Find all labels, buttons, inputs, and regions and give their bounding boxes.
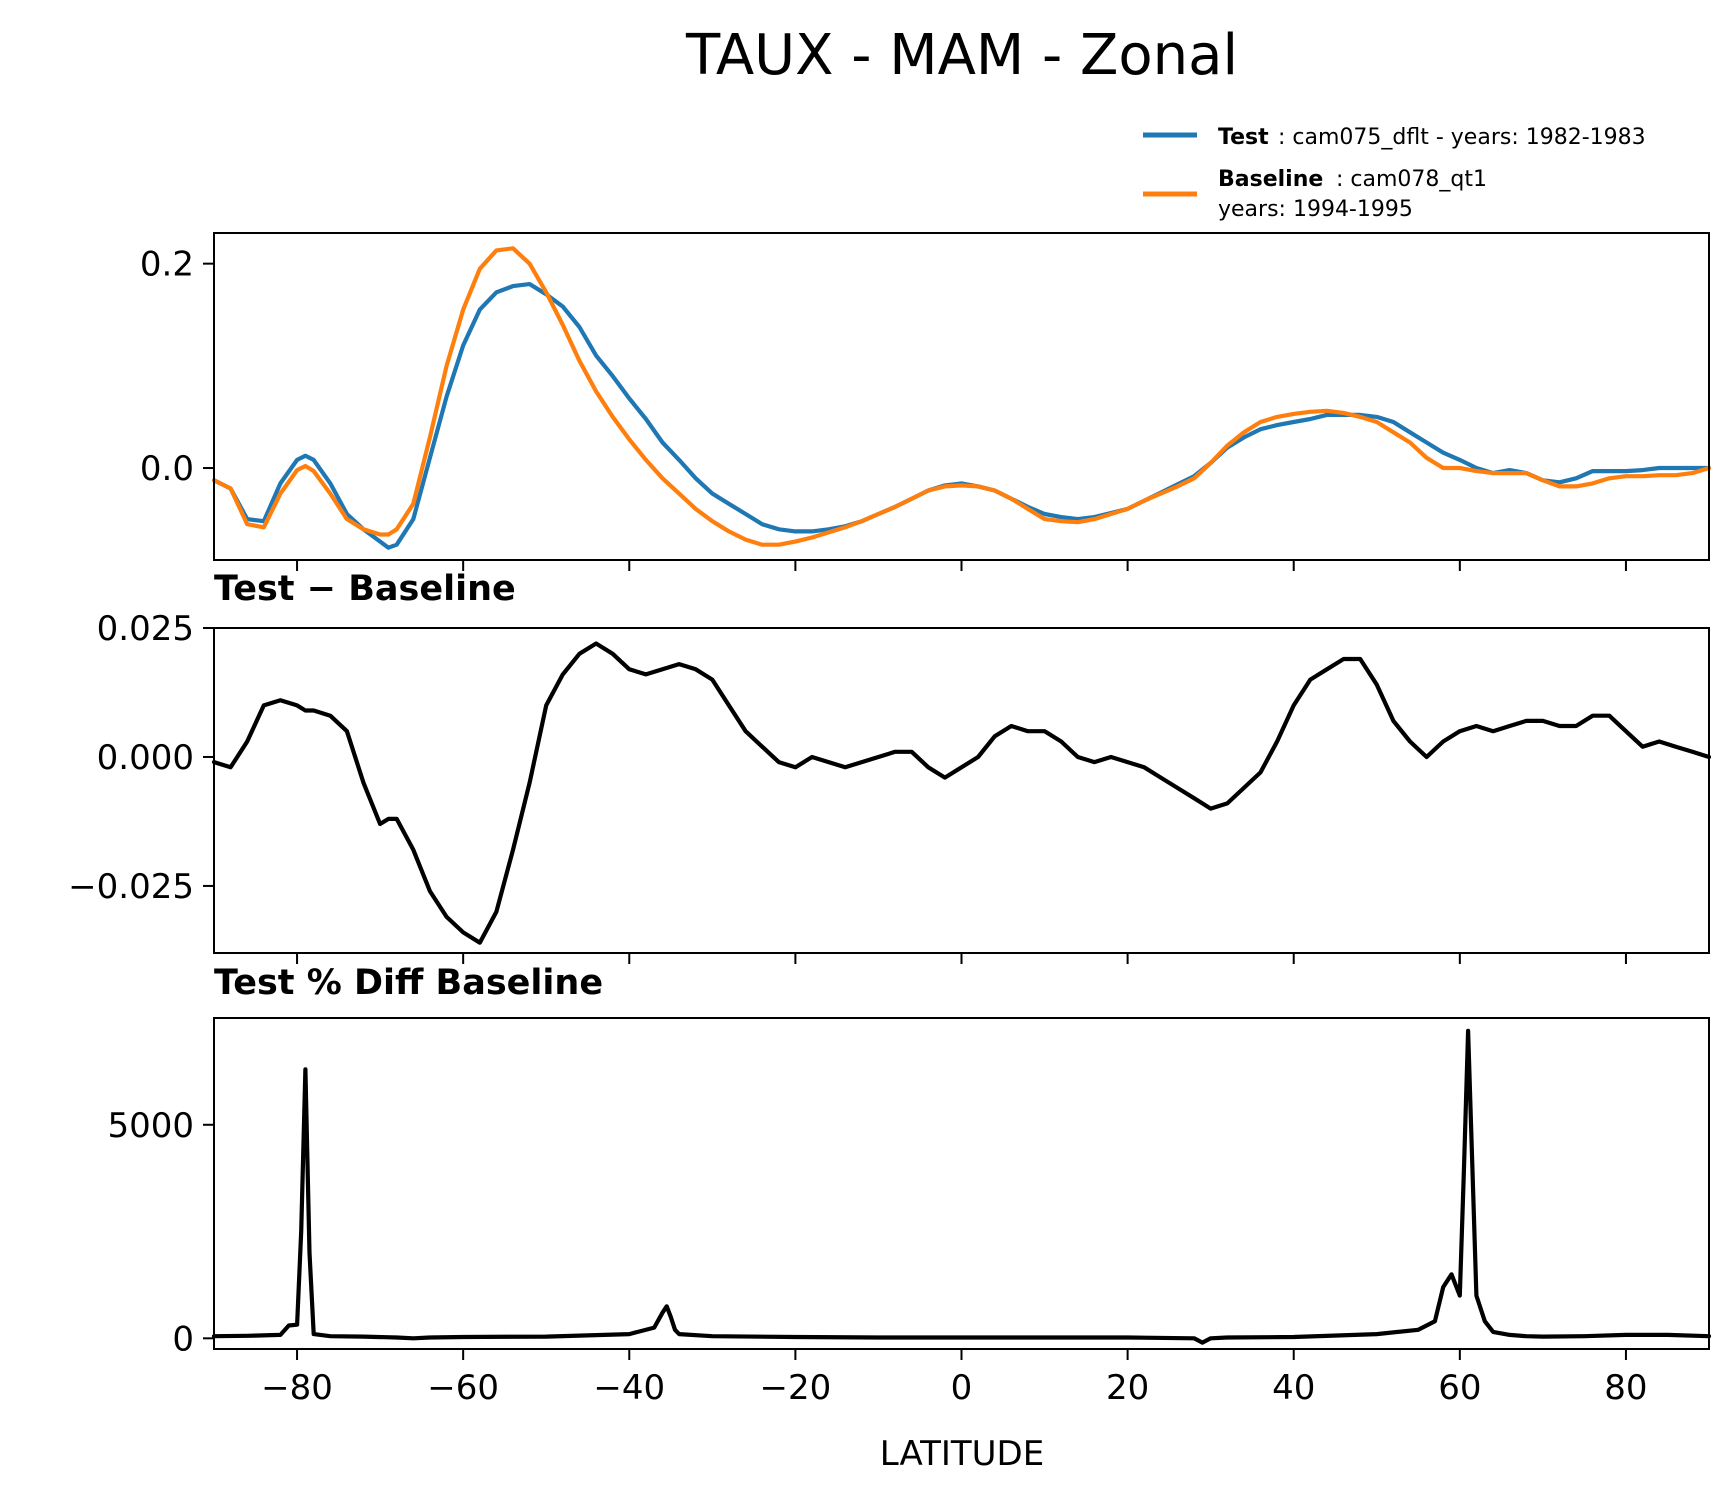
panel-test-minus-baseline: −0.025 0.000 0.025 (68, 609, 1712, 964)
panel-diff-title: Test − Baseline (214, 569, 516, 609)
x-tick-label-1: −60 (427, 1368, 499, 1408)
y-tick-label-1-2: 0.025 (97, 609, 194, 649)
y-tick-label-2-0: 0 (172, 1319, 194, 1359)
y-tick-label-1-1: 0.000 (97, 738, 194, 778)
series-line-1-0 (211, 641, 1712, 945)
x-tick-label-0: −80 (261, 1368, 333, 1408)
panel-pctdiff-title: Test % Diff Baseline (214, 963, 603, 1003)
y-tick-label-2-1: 5000 (107, 1106, 194, 1146)
y-tick-label-1-0: −0.025 (68, 867, 194, 907)
x-tick-label-2: −40 (593, 1368, 665, 1408)
series-line-2-0 (211, 1028, 1712, 1345)
legend-test-text: : cam075_dflt - years: 1982-1983 (1278, 125, 1646, 150)
y-tick-label-0-0: 0.0 (140, 449, 194, 489)
x-tick-label-7: 60 (1438, 1368, 1481, 1408)
x-tick-label-8: 80 (1604, 1368, 1647, 1408)
x-tick-label-4: 0 (951, 1368, 973, 1408)
series-line-0-1 (211, 246, 1712, 547)
legend: Test : cam075_dflt - years: 1982-1983 Ba… (1143, 125, 1646, 222)
x-tick-label-5: 20 (1106, 1368, 1149, 1408)
legend-baseline-label: Baseline (1218, 167, 1323, 192)
y-tick-label-0-1: 0.2 (140, 245, 194, 285)
x-axis-label: LATITUDE (880, 1434, 1044, 1474)
x-tick-label-3: −20 (760, 1368, 832, 1408)
legend-test-label: Test (1218, 125, 1269, 150)
x-tick-label-6: 40 (1272, 1368, 1315, 1408)
figure-title: TAUX - MAM - Zonal (685, 23, 1238, 88)
panel-taux: 0.0 0.2 (140, 232, 1712, 571)
panel-test-pct-diff-baseline: 0 5000 −80 −60 −40 −20 0 20 40 60 80 (107, 1017, 1712, 1408)
legend-baseline-text2: years: 1994-1995 (1218, 197, 1413, 222)
legend-baseline-text: : cam078_qt1 (1336, 167, 1487, 192)
